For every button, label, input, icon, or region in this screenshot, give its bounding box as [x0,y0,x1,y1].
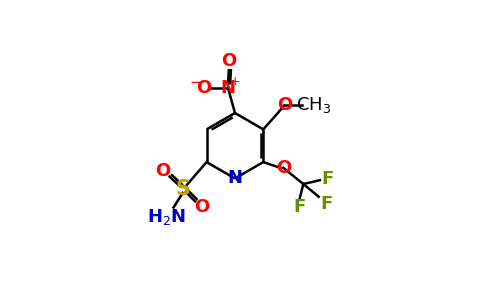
Text: F: F [321,169,334,188]
Text: O: O [195,198,210,216]
Text: CH$_3$: CH$_3$ [296,95,332,116]
Text: N: N [227,169,242,188]
Text: O: O [221,52,236,70]
Text: F: F [320,195,333,213]
Text: O: O [155,162,170,180]
Text: S: S [175,179,190,199]
Text: H$_2$N: H$_2$N [147,207,186,227]
Text: O: O [197,79,212,97]
Text: +: + [229,75,240,88]
Text: F: F [293,198,305,216]
Text: O: O [276,159,291,177]
Text: N: N [221,79,236,97]
Text: −: − [189,75,202,90]
Text: O: O [277,97,292,115]
